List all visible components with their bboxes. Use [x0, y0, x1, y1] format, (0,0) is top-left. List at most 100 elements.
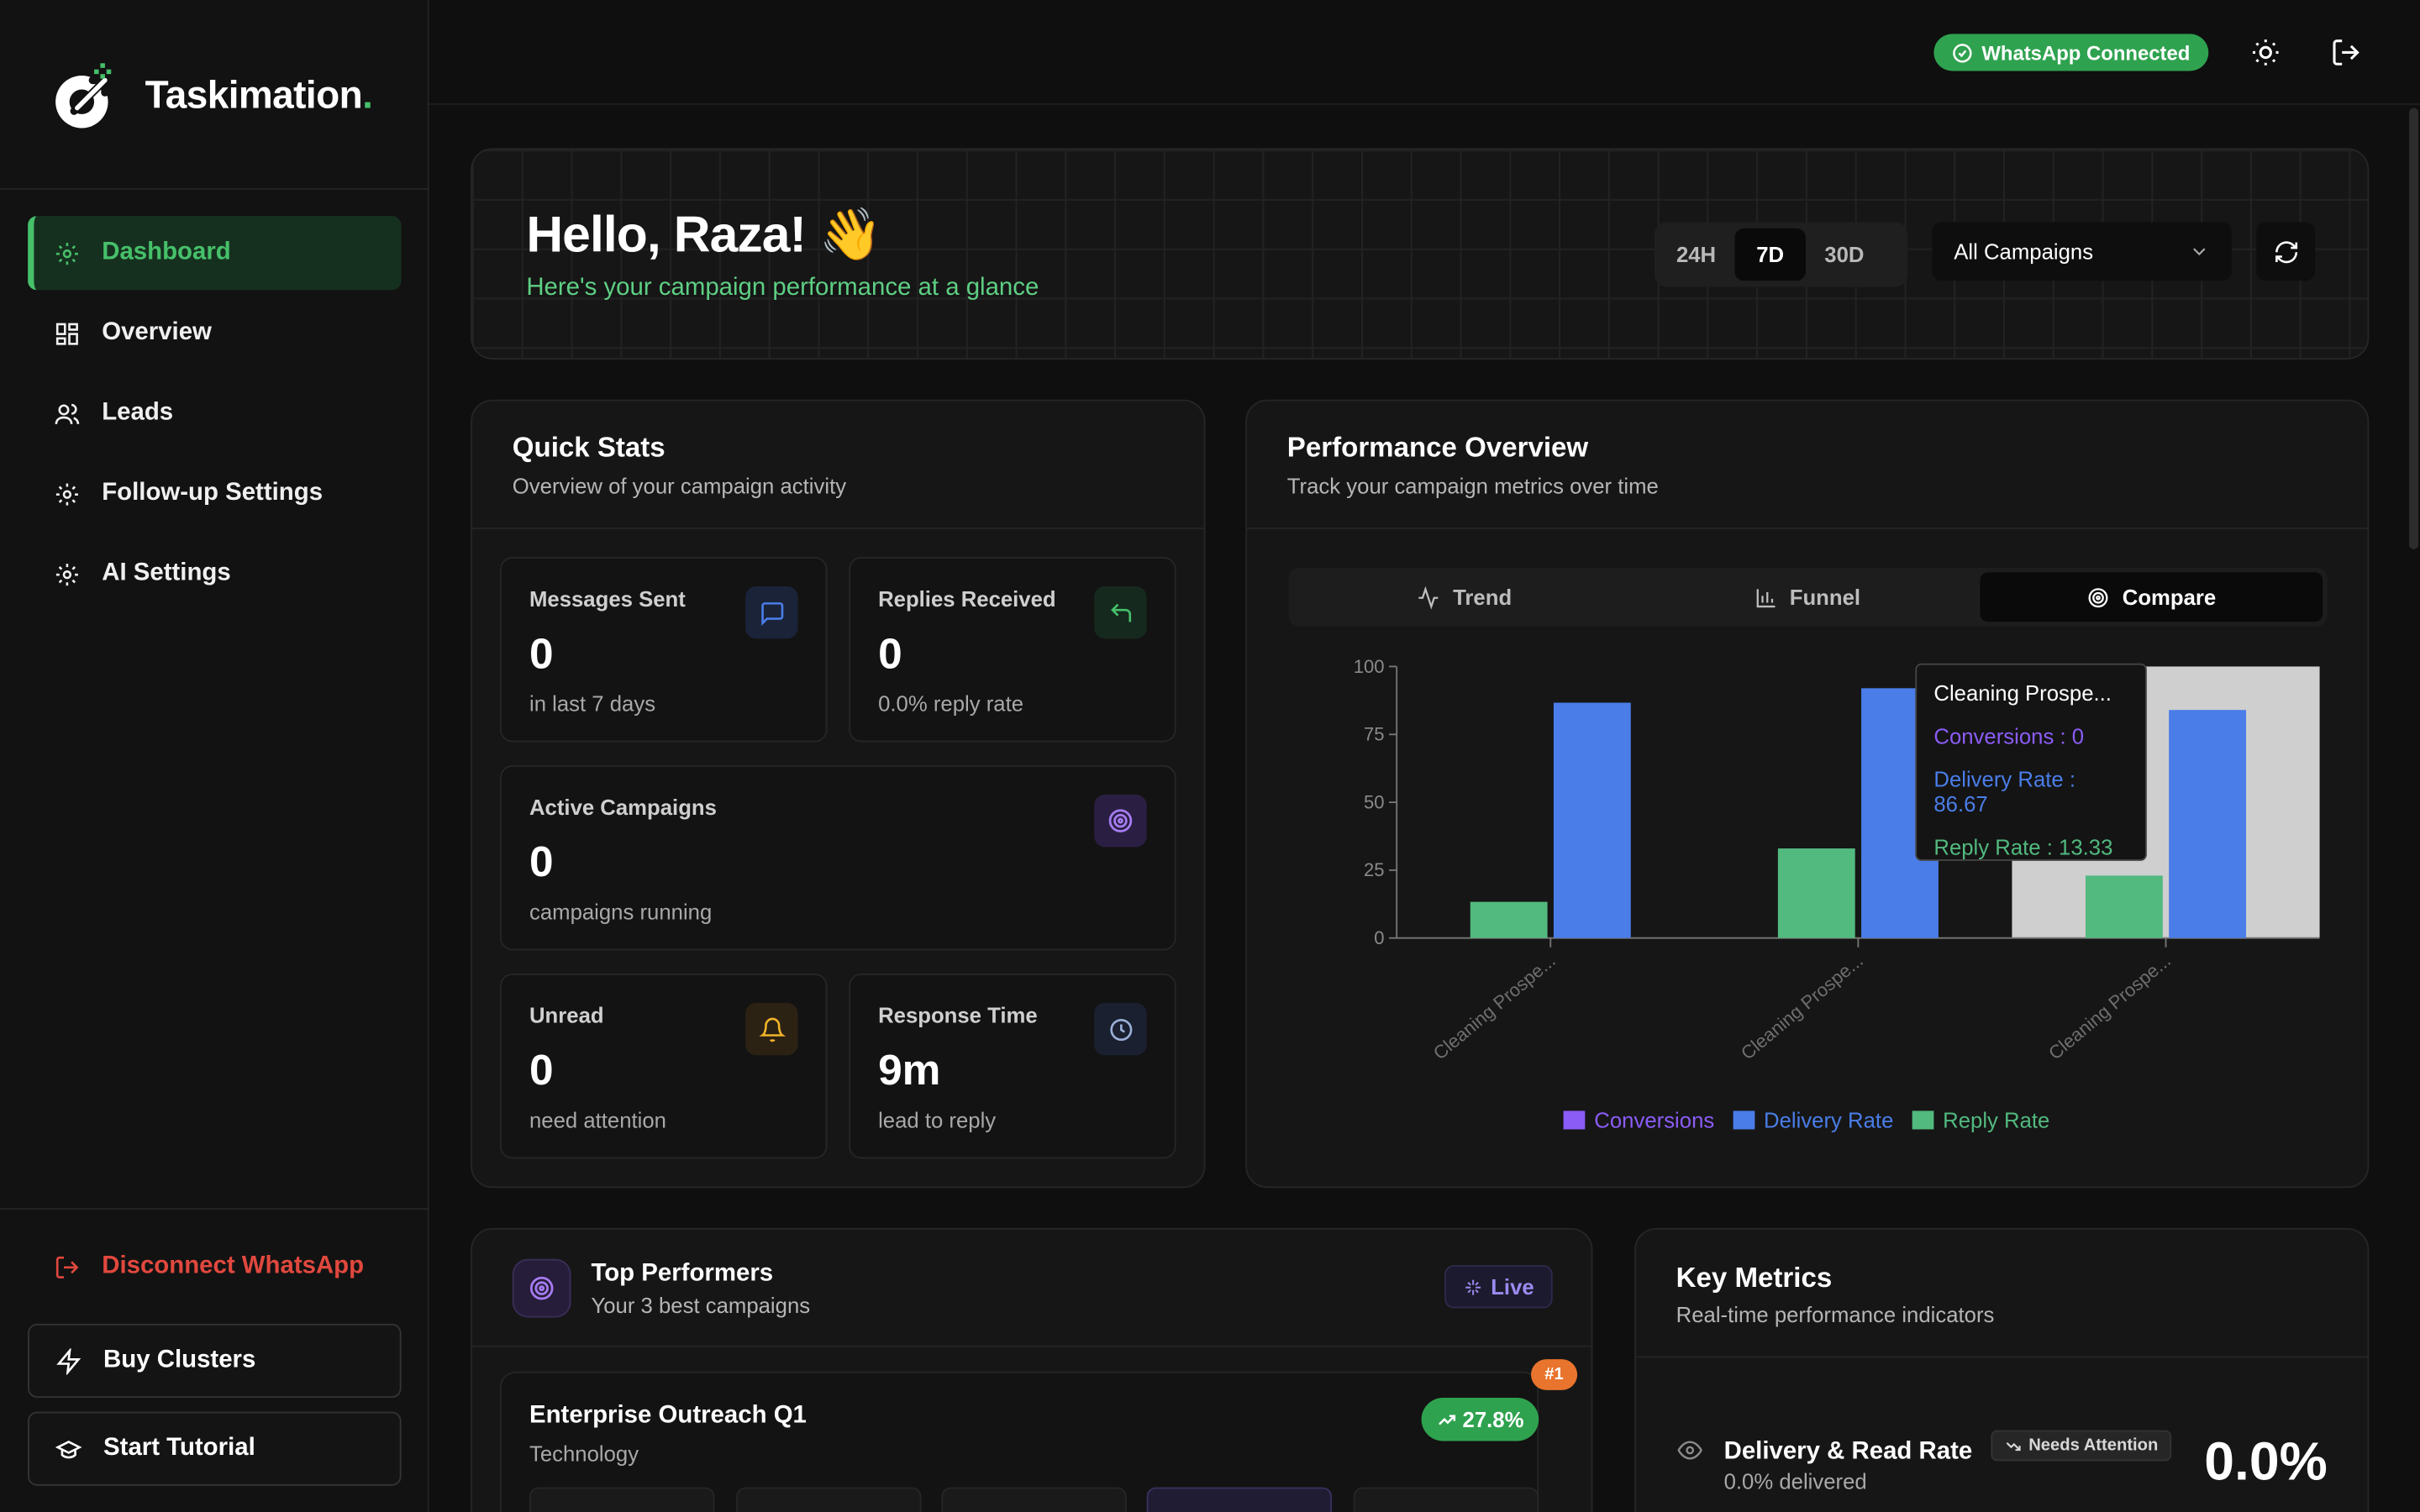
- target-icon: [512, 1258, 571, 1318]
- quick-stats-title: Quick Stats: [512, 432, 666, 464]
- greeting-title: Hello, Raza! 👋: [526, 205, 882, 263]
- eye-icon: [1677, 1441, 1702, 1460]
- message-icon: [745, 585, 798, 639]
- tab-compare[interactable]: Compare: [1980, 572, 2323, 622]
- logout-icon: [55, 1255, 79, 1278]
- refresh-button[interactable]: [2256, 222, 2316, 281]
- top-performers-title: Top Performers: [591, 1260, 774, 1287]
- stat-value: 0: [529, 1046, 554, 1095]
- trending-down-icon: [2007, 1441, 2022, 1451]
- growth-value: 27.8%: [1462, 1407, 1524, 1432]
- sidebar-item-label: AI Settings: [102, 559, 231, 586]
- x-tick-label: Cleaning Prospe...: [2044, 950, 2175, 1064]
- tab-funnel[interactable]: Funnel: [1636, 572, 1979, 622]
- graduation-cap-icon: [55, 1440, 82, 1458]
- stat-value: 9m: [878, 1046, 941, 1095]
- brand-name: Taskimation.: [145, 73, 373, 117]
- brand-logo[interactable]: Taskimation.: [50, 55, 373, 136]
- legend-item[interactable]: Reply Rate: [1912, 1108, 2049, 1132]
- reply-icon: [1094, 585, 1147, 639]
- live-label: Live: [1491, 1274, 1534, 1299]
- chevron-down-icon: [2193, 248, 2206, 256]
- quick-stats-card: Quick Stats Overview of your campaign ac…: [471, 399, 1206, 1189]
- live-badge: Live: [1444, 1265, 1553, 1309]
- legend-item[interactable]: Delivery Rate: [1733, 1108, 1893, 1132]
- bar-reply-rate: [2085, 875, 2163, 938]
- sparkle-icon: [1465, 1278, 1481, 1294]
- legend-label: Conversions: [1594, 1107, 1715, 1133]
- activity-icon: [1419, 585, 1439, 609]
- trending-up-icon: [1438, 1414, 1455, 1425]
- y-tick-label: 100: [1354, 656, 1385, 677]
- y-tick-label: 75: [1364, 724, 1385, 745]
- tooltip-conversions: Conversions : 0: [1933, 723, 2085, 748]
- time-range-selector: 24H 7D 30D: [1654, 222, 1908, 287]
- needs-attention-badge: Needs Attention: [1991, 1430, 2172, 1462]
- welcome-banner: Hello, Raza! 👋 Here's your campaign perf…: [471, 148, 2370, 360]
- sidebar-item-leads[interactable]: Leads: [28, 376, 401, 450]
- x-tick-label: Cleaning Prospe...: [1429, 950, 1560, 1064]
- sidebar-item-label: Follow-up Settings: [102, 480, 324, 507]
- sidebar-item-label: Overview: [102, 319, 212, 346]
- metric-chip: [529, 1487, 715, 1512]
- start-tutorial-button[interactable]: Start Tutorial: [28, 1411, 402, 1486]
- tab-trend[interactable]: Trend: [1293, 572, 1636, 622]
- metric-value: 0.0%: [2204, 1431, 2328, 1493]
- stat-label: Active Campaigns: [529, 794, 717, 820]
- range-30d-button[interactable]: 30D: [1824, 242, 1865, 267]
- sidebar-item-ai-settings[interactable]: AI Settings: [28, 537, 401, 611]
- sidebar-item-dashboard[interactable]: Dashboard: [28, 216, 402, 291]
- grid-icon: [55, 322, 78, 344]
- tab-label: Trend: [1453, 585, 1512, 610]
- sidebar-item-label: Leads: [102, 399, 174, 426]
- gear-icon: [55, 563, 78, 585]
- metric-chip: [1146, 1487, 1333, 1512]
- sidebar-nav: Dashboard Overview Leads Follow-up Setti…: [28, 216, 402, 617]
- performance-title: Performance Overview: [1286, 432, 1589, 464]
- disconnect-whatsapp-button[interactable]: Disconnect WhatsApp: [54, 1252, 364, 1280]
- performance-subtitle: Track your campaign metrics over time: [1286, 473, 1659, 499]
- legend-label: Delivery Rate: [1764, 1107, 1894, 1133]
- whatsapp-status-badge: WhatsApp Connected: [1933, 34, 2209, 71]
- campaign-select[interactable]: All Campaigns: [1932, 222, 2232, 281]
- lightning-icon: [56, 1347, 82, 1374]
- metric-chip: [941, 1487, 1127, 1512]
- sun-icon[interactable]: [2250, 37, 2281, 68]
- campaign-category: Technology: [529, 1441, 639, 1466]
- y-tick-label: 50: [1364, 791, 1385, 812]
- stat-label: Unread: [529, 1002, 604, 1028]
- stat-note: 0.0% reply rate: [878, 690, 1024, 717]
- metric-label: Delivery & Read Rate: [1723, 1438, 1973, 1465]
- stat-replies-received: Replies Received 0 0.0% reply rate: [849, 557, 1176, 743]
- sidebar-item-follow-up-settings[interactable]: Follow-up Settings: [28, 457, 401, 531]
- stat-messages-sent: Messages Sent 0 in last 7 days: [500, 557, 828, 743]
- legend-item[interactable]: Conversions: [1563, 1107, 1715, 1133]
- bar-reply-rate: [1777, 848, 1855, 938]
- y-tick-label: 0: [1374, 927, 1384, 948]
- chart-tooltip: Cleaning Prospe... Conversions : 0 Deliv…: [1915, 663, 2147, 861]
- key-metrics-subtitle: Real-time performance indicators: [1676, 1302, 1995, 1327]
- stat-value: 0: [529, 837, 554, 886]
- sidebar-item-overview[interactable]: Overview: [28, 297, 401, 370]
- range-24h-button[interactable]: 24H: [1676, 242, 1717, 267]
- logout-icon[interactable]: [2330, 37, 2361, 68]
- campaign-name: Enterprise Outreach Q1: [529, 1402, 807, 1429]
- top-performers-subtitle: Your 3 best campaigns: [591, 1293, 811, 1318]
- stat-value: 0: [878, 629, 902, 678]
- range-7d-button[interactable]: 7D: [1734, 228, 1806, 281]
- badge-label: Needs Attention: [2028, 1436, 2159, 1456]
- tooltip-title: Cleaning Prospe...: [1933, 680, 2112, 706]
- refresh-icon: [2275, 240, 2297, 263]
- stat-note: lead to reply: [878, 1107, 997, 1133]
- list-item[interactable]: Enterprise Outreach Q1 Technology 27.8%: [500, 1371, 1539, 1512]
- disconnect-label: Disconnect WhatsApp: [102, 1252, 365, 1279]
- target-icon: [2088, 587, 2108, 607]
- page-scrollbar[interactable]: [2409, 108, 2419, 549]
- tooltip-reply-rate: Reply Rate : 13.33: [1933, 834, 2113, 860]
- top-bar: WhatsApp Connected: [429, 0, 2420, 105]
- buy-clusters-label: Buy Clusters: [103, 1347, 256, 1373]
- start-tutorial-label: Start Tutorial: [103, 1435, 255, 1462]
- buy-clusters-button[interactable]: Buy Clusters: [28, 1323, 402, 1399]
- chart-legend: Conversions Delivery Rate Reply Rate: [1563, 1107, 2049, 1133]
